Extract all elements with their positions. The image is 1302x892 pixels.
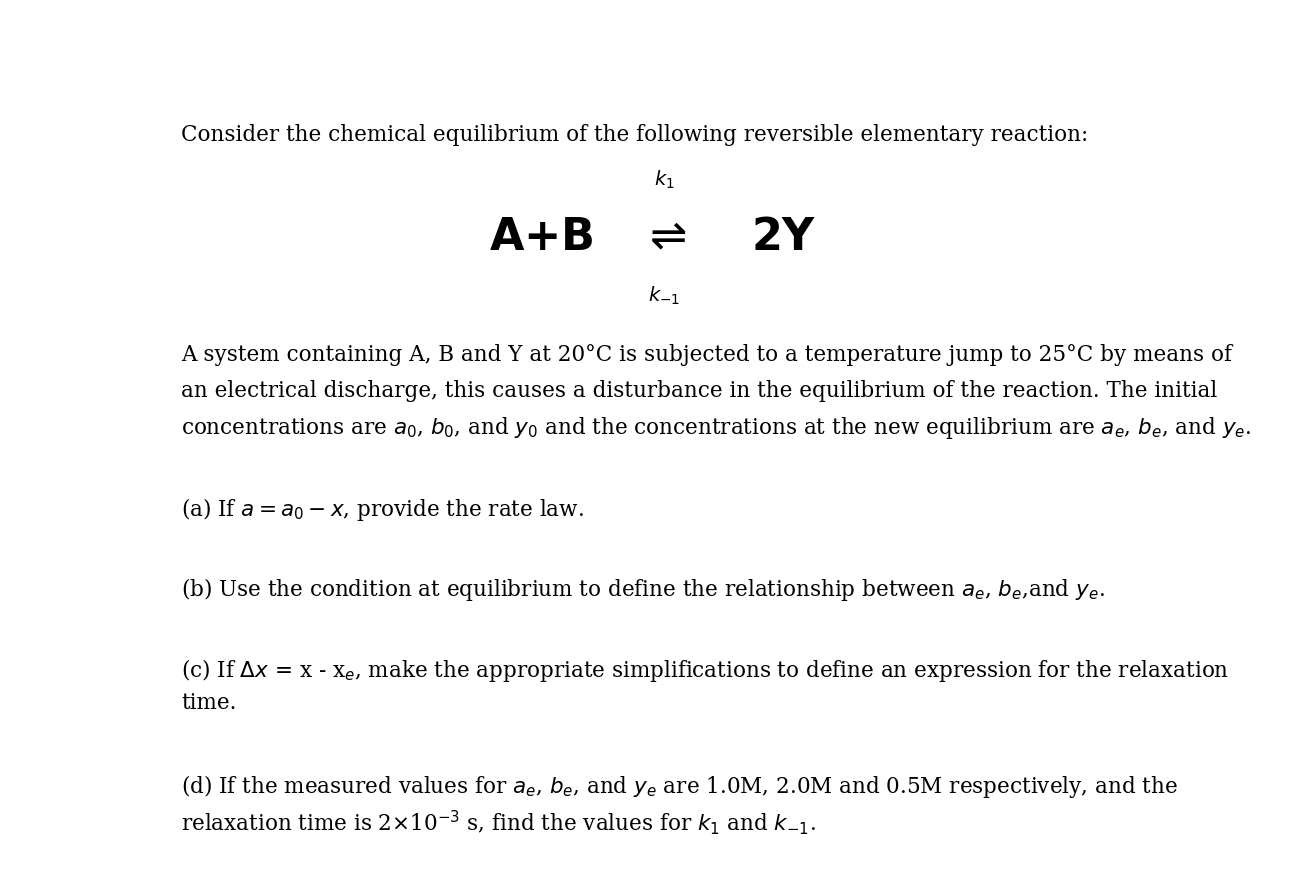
Text: $\rightleftharpoons$: $\rightleftharpoons$: [642, 216, 687, 259]
Text: $k_1$: $k_1$: [654, 169, 674, 191]
Text: (b) Use the condition at equilibrium to define the relationship between $a_e$, $: (b) Use the condition at equilibrium to …: [181, 576, 1104, 603]
Text: (d) If the measured values for $a_e$, $b_e$, and $y_e$ are 1.0M, 2.0M and 0.5M r: (d) If the measured values for $a_e$, $b…: [181, 772, 1178, 799]
Text: $\mathbf{A{+}B}$: $\mathbf{A{+}B}$: [488, 216, 594, 259]
Text: an electrical discharge, this causes a disturbance in the equilibrium of the rea: an electrical discharge, this causes a d…: [181, 380, 1217, 401]
Text: A system containing A, B and Y at 20°C is subjected to a temperature jump to 25°: A system containing A, B and Y at 20°C i…: [181, 344, 1232, 366]
Text: (c) If $\Delta x$ = x - x$_e$, make the appropriate simplifications to define an: (c) If $\Delta x$ = x - x$_e$, make the …: [181, 657, 1229, 683]
Text: concentrations are $a_0$, $b_0$, and $y_0$ and the concentrations at the new equ: concentrations are $a_0$, $b_0$, and $y_…: [181, 416, 1251, 442]
Text: time.: time.: [181, 692, 236, 714]
Text: $\mathbf{2Y}$: $\mathbf{2Y}$: [750, 216, 816, 259]
Text: (a) If $a = a_0 - x$, provide the rate law.: (a) If $a = a_0 - x$, provide the rate l…: [181, 496, 583, 523]
Text: $k_{-1}$: $k_{-1}$: [648, 285, 681, 307]
Text: Consider the chemical equilibrium of the following reversible elementary reactio: Consider the chemical equilibrium of the…: [181, 124, 1088, 146]
Text: relaxation time is 2$\times$10$^{-3}$ s, find the values for $k_1$ and $k_{-1}$.: relaxation time is 2$\times$10$^{-3}$ s,…: [181, 808, 816, 837]
